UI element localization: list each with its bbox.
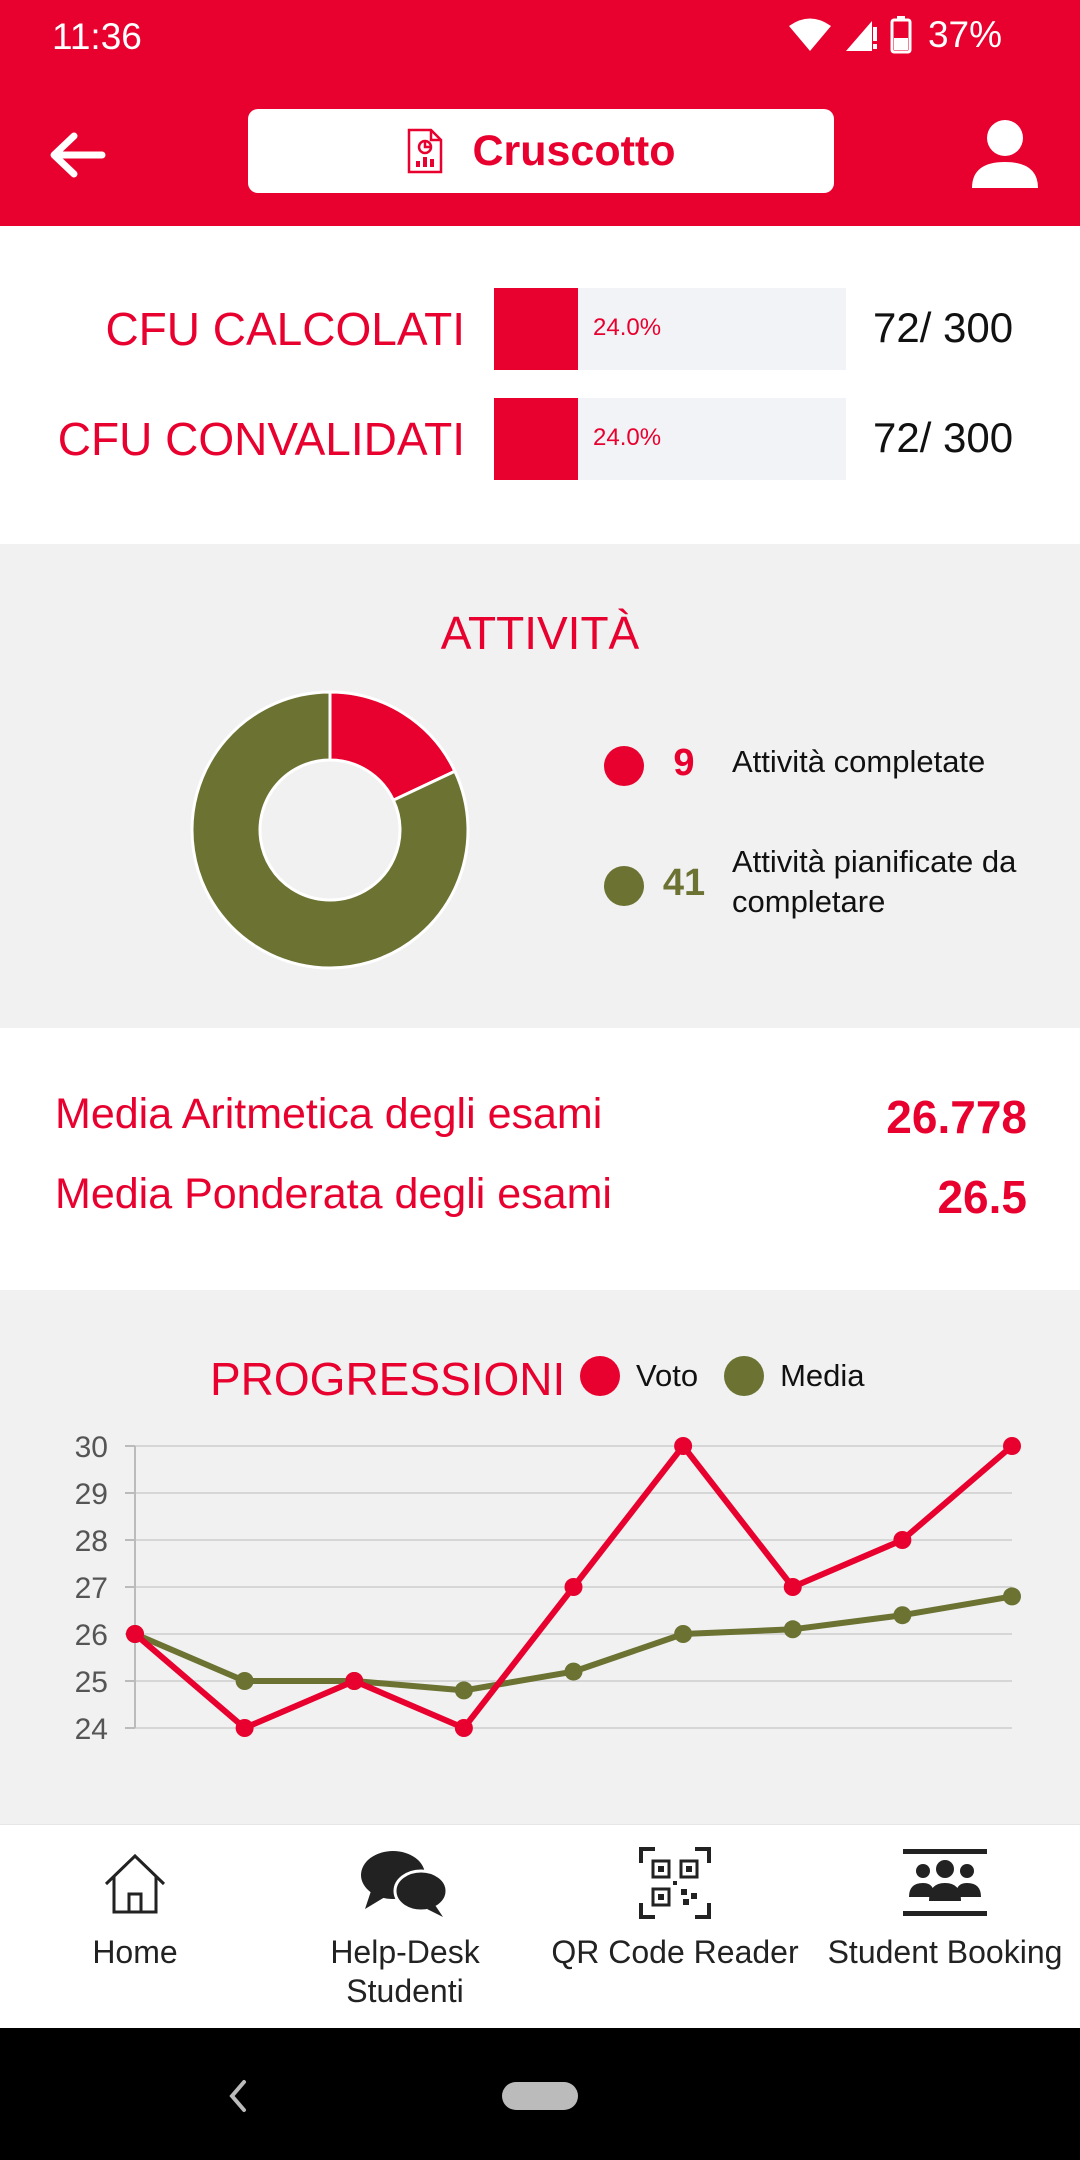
legend-item-completed: 9 Attività completate	[604, 742, 1032, 786]
legend-dot-olive	[604, 866, 644, 906]
progression-title: PROGRESSIONI	[210, 1353, 566, 1405]
nav-label: Help-Desk Studenti	[330, 1934, 480, 2009]
nav-home[interactable]: Home	[0, 1843, 270, 1972]
cfu-row-calcolati: CFU CALCOLATI 24.0% 72/ 300	[0, 288, 1080, 370]
wifi-icon	[788, 18, 831, 51]
cfu-section: CFU CALCOLATI 24.0% 72/ 300 CFU CONVALID…	[0, 226, 1080, 544]
progression-line-chart: 30 29 28 27 26 25 24	[75, 1431, 1021, 1746]
page-title: Cruscotto	[472, 126, 676, 175]
nav-student-booking[interactable]: Student Booking	[810, 1843, 1080, 1972]
average-label: Media Aritmetica degli esami	[55, 1090, 603, 1138]
attivita-section: ATTIVITÀ 9 Attività completate 41 Attivi…	[0, 544, 1080, 1028]
cfu-label: CFU CALCOLATI	[105, 303, 465, 355]
data-point-voto	[126, 1625, 144, 1643]
profile-button[interactable]	[962, 114, 1048, 194]
activities-donut-chart	[190, 690, 470, 970]
average-value: 26.778	[886, 1091, 1027, 1143]
dashboard-report-icon	[408, 128, 443, 174]
data-point-voto	[564, 1578, 583, 1596]
qr-code-icon	[639, 1847, 711, 1919]
cfu-progress-bar: 24.0%	[494, 288, 846, 370]
chat-bubbles-icon	[361, 1851, 449, 1917]
arrow-left-icon	[50, 132, 106, 178]
signal-icon	[845, 21, 877, 51]
data-point-voto	[454, 1719, 473, 1737]
legend-label-media: Media	[780, 1358, 865, 1393]
home-icon	[104, 1853, 166, 1914]
cfu-progress-bar: 24.0%	[494, 398, 846, 480]
cfu-progress-fill	[494, 398, 579, 480]
attivita-title: ATTIVITÀ	[440, 607, 640, 659]
progression-section: PROGRESSIONI Voto Media 30 29 28 27 26 25 24	[0, 1290, 1080, 1824]
nav-label: Student Booking	[827, 1934, 1063, 1970]
data-point-media	[674, 1625, 693, 1643]
legend-dot-voto	[580, 1356, 620, 1396]
nav-label: Home	[92, 1934, 178, 1970]
legend-count: 9	[673, 742, 695, 784]
group-icon	[903, 1849, 987, 1916]
data-point-voto	[783, 1578, 802, 1596]
y-tick-label: 26	[75, 1619, 108, 1652]
cfu-value: 72/ 300	[873, 304, 1014, 351]
system-home-pill[interactable]	[502, 2082, 578, 2110]
cfu-label: CFU CONVALIDATI	[57, 413, 465, 465]
nav-label: QR Code Reader	[551, 1934, 799, 1970]
status-icons: 37%	[788, 14, 1002, 56]
average-row: Media Aritmetica degli esami 26.778	[55, 1090, 1027, 1150]
data-point-voto	[893, 1531, 912, 1549]
y-tick-label: 25	[75, 1666, 108, 1699]
data-point-voto	[235, 1719, 254, 1737]
average-value: 26.5	[937, 1171, 1027, 1223]
y-tick-label: 30	[75, 1431, 108, 1464]
nav-qr-reader[interactable]: QR Code Reader	[540, 1843, 810, 1972]
data-point-voto	[1003, 1437, 1021, 1455]
legend-count: 41	[662, 862, 706, 904]
bottom-navigation: Home Help-Desk Studenti	[0, 1824, 1080, 2029]
data-point-media	[454, 1681, 473, 1700]
average-label: Media Ponderata degli esami	[55, 1170, 612, 1218]
donut-slice	[190, 690, 470, 970]
app-bar: Cruscotto	[0, 80, 1080, 226]
status-time: 11:36	[52, 16, 142, 57]
legend-label-voto: Voto	[636, 1358, 699, 1393]
cfu-percent: 24.0%	[593, 314, 662, 341]
average-row: Media Ponderata degli esami 26.5	[55, 1170, 1027, 1230]
status-bar: 11:36 37%	[0, 0, 1080, 80]
data-point-voto	[674, 1437, 693, 1455]
legend-dot-media	[724, 1356, 765, 1396]
data-point-voto	[345, 1672, 364, 1690]
legend-item-planned: 41 Attività pianificate da completare	[604, 842, 1032, 922]
progression-legend: Voto Media	[580, 1356, 891, 1396]
back-button[interactable]	[40, 118, 114, 192]
cfu-percent: 24.0%	[593, 424, 662, 451]
data-point-media	[1003, 1587, 1021, 1606]
legend-label: Attività pianificate da completare	[732, 844, 1017, 919]
y-tick-label: 27	[75, 1572, 108, 1605]
data-point-media	[783, 1620, 802, 1639]
cfu-value: 72/ 300	[873, 414, 1014, 461]
data-point-media	[893, 1606, 912, 1625]
user-icon	[972, 120, 1038, 188]
data-point-media	[235, 1672, 254, 1690]
y-tick-label: 24	[75, 1713, 108, 1746]
legend-label: Attività completate	[732, 744, 986, 779]
battery-icon	[890, 16, 912, 54]
data-point-media	[564, 1662, 583, 1681]
y-tick-label: 28	[75, 1525, 108, 1558]
battery-percent: 37%	[927, 14, 1002, 55]
system-navigation-bar	[0, 2028, 1080, 2160]
nav-helpdesk[interactable]: Help-Desk Studenti	[270, 1843, 540, 2011]
title-box: Cruscotto	[248, 109, 834, 193]
system-back-icon[interactable]	[226, 2078, 250, 2114]
cfu-row-convalidati: CFU CONVALIDATI 24.0% 72/ 300	[0, 398, 1080, 480]
y-tick-label: 29	[75, 1478, 108, 1511]
legend-dot-red	[604, 746, 644, 786]
cfu-progress-fill	[494, 288, 579, 370]
averages-section: Media Aritmetica degli esami 26.778 Medi…	[0, 1028, 1080, 1290]
